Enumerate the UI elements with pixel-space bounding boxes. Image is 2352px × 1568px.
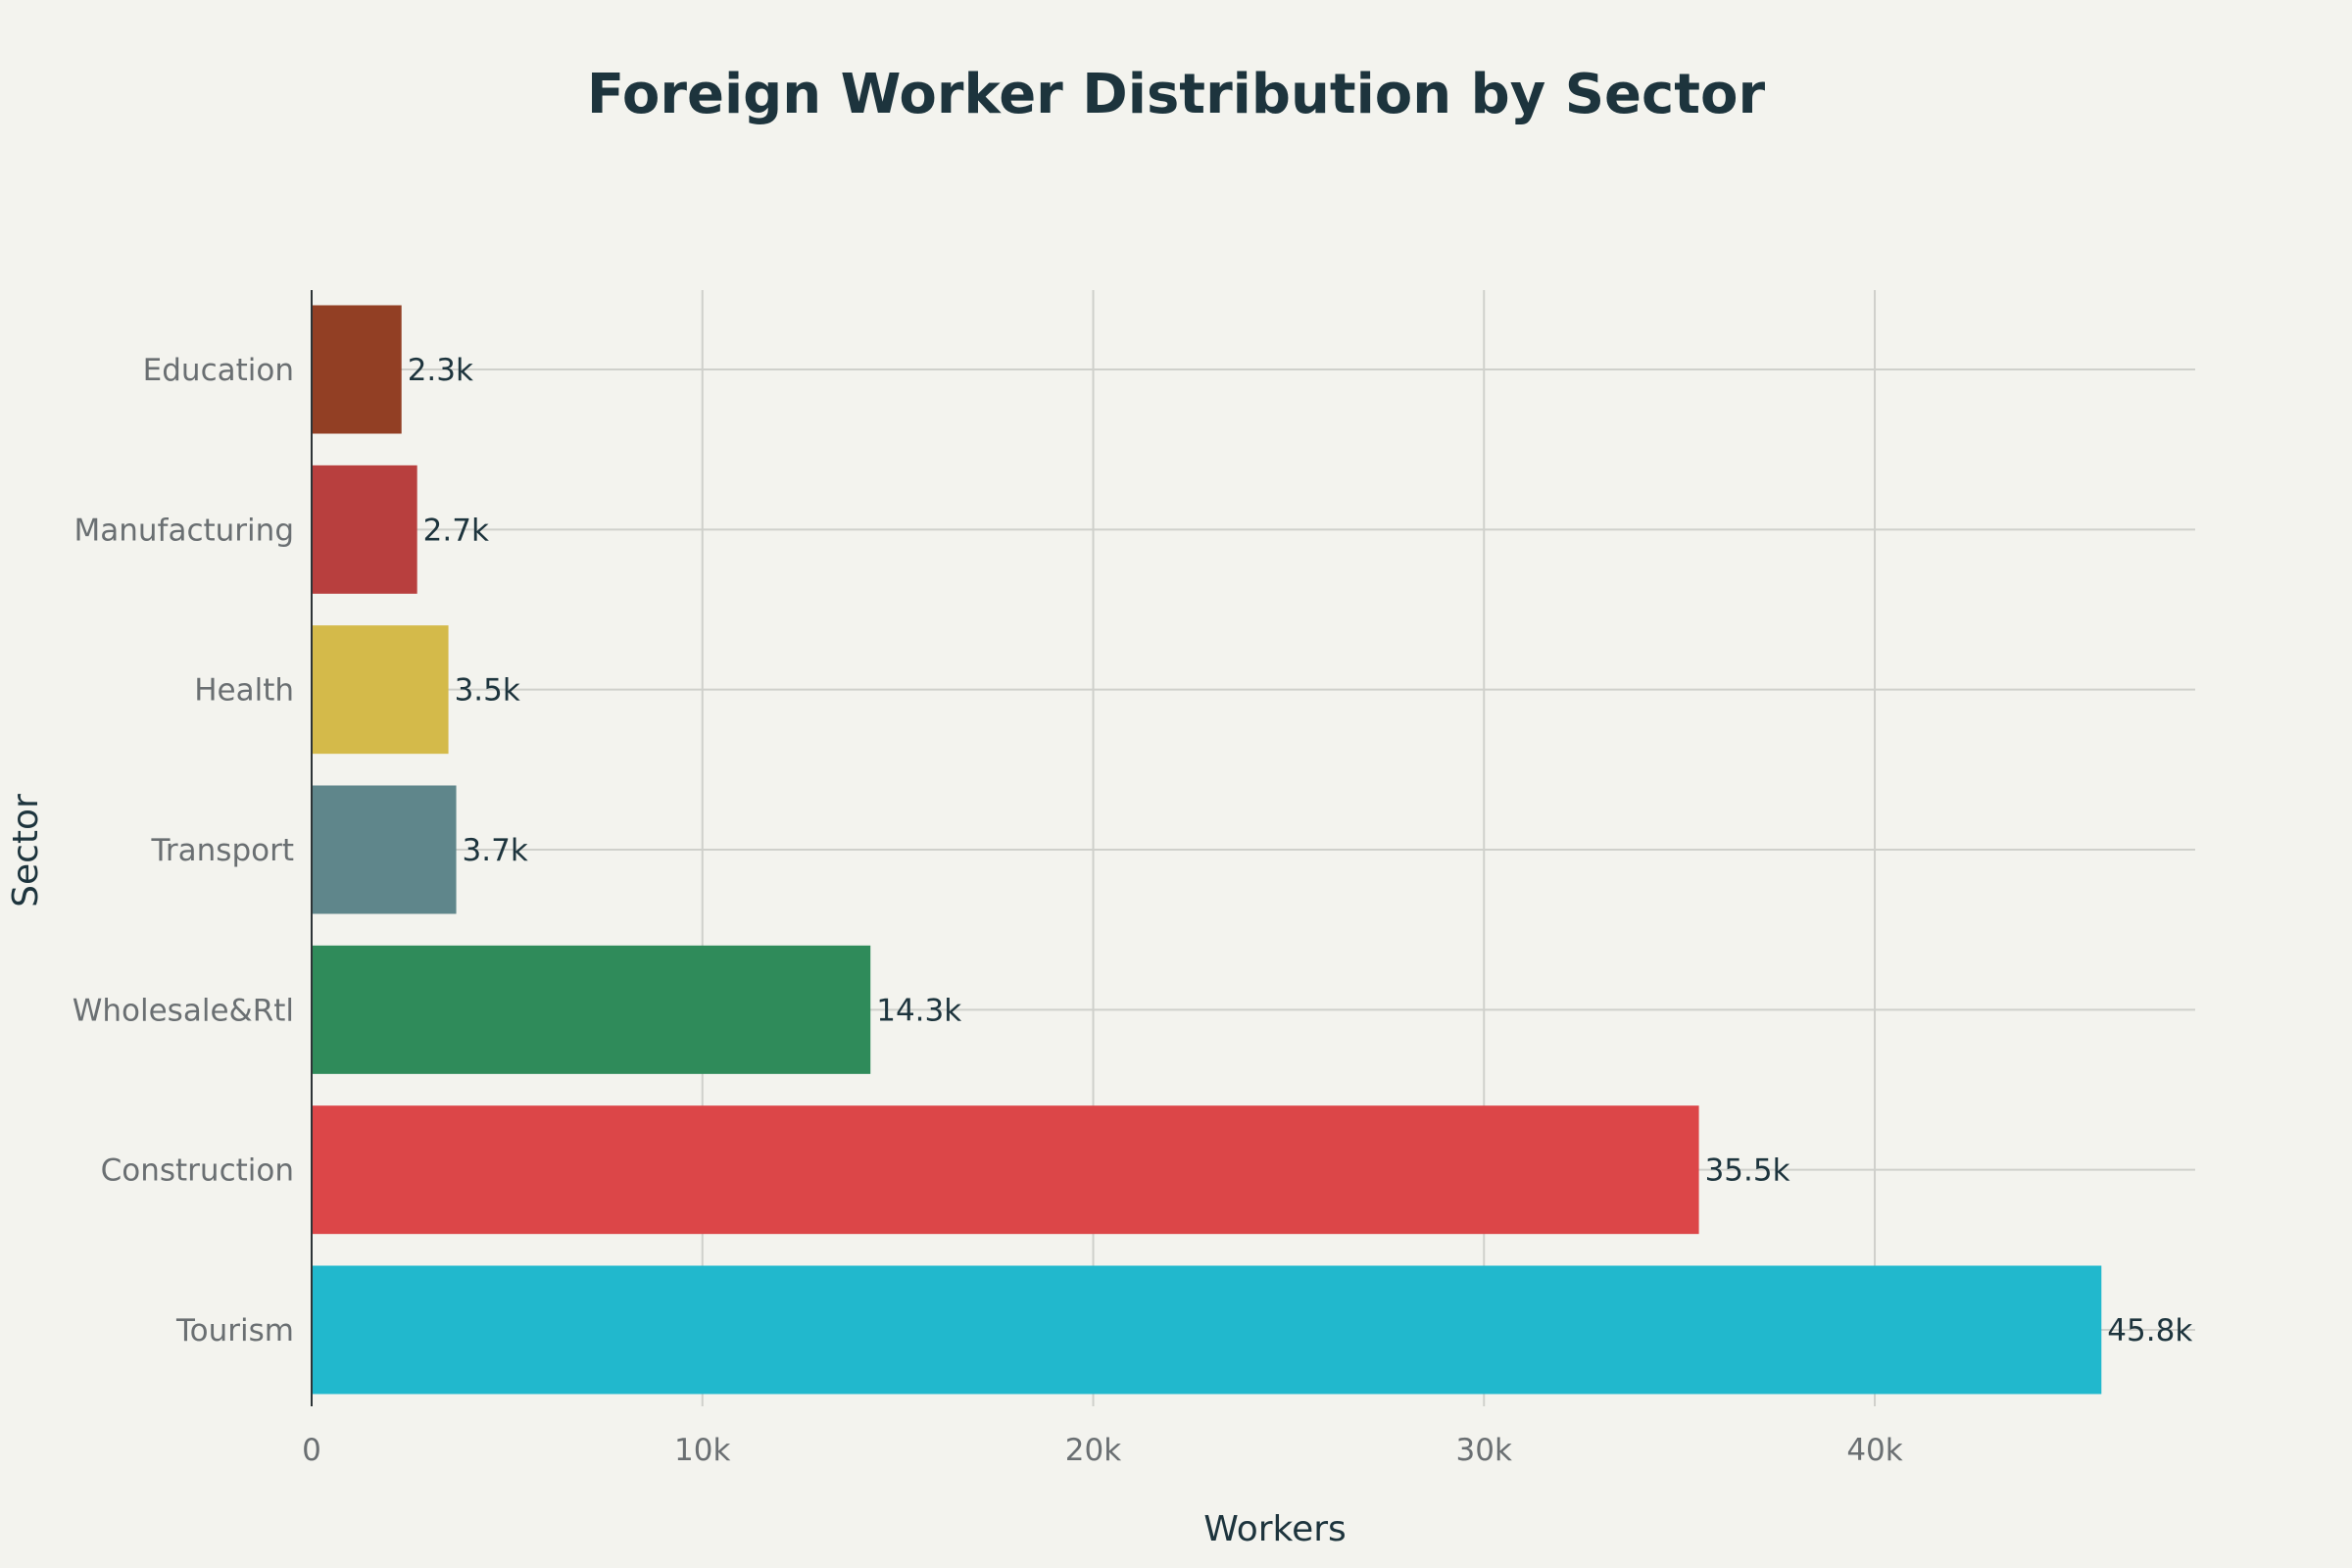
bar-value-label: 35.5k	[1705, 1153, 1790, 1189]
y-category-label: Construction	[101, 1153, 294, 1189]
bar-value-label: 2.3k	[408, 353, 473, 388]
bar-value-label: 45.8k	[2107, 1313, 2192, 1348]
grid-layer	[312, 290, 2195, 1406]
bar-education	[312, 305, 402, 434]
label-layer: Tourism 45.8k Construction 35.5k Wholesale&R…	[73, 353, 2193, 1348]
x-tick-label: 10k	[674, 1433, 730, 1468]
bar-value-label: 3.5k	[455, 673, 520, 709]
y-category-label: Transport	[151, 833, 294, 868]
axis-layer: 0 10k 20k 30k 40k	[302, 290, 1903, 1468]
y-category-label: Health	[194, 673, 294, 709]
bar-layer	[312, 305, 2102, 1395]
x-axis-title: Workers	[1203, 1509, 1347, 1549]
bar-construction	[312, 1105, 1699, 1235]
x-tick-label: 40k	[1846, 1433, 1902, 1468]
bar-value-label: 2.7k	[423, 513, 489, 548]
bar-wholesale-rtl	[312, 945, 871, 1074]
y-category-label: Education	[143, 353, 294, 388]
bar-value-label: 14.3k	[876, 993, 961, 1028]
bar-manufacturing	[312, 465, 417, 594]
bar-transport	[312, 785, 457, 914]
chart-title: Foreign Worker Distribution by Sector	[587, 63, 1766, 126]
bar-value-label: 3.7k	[463, 833, 528, 868]
y-category-label: Tourism	[175, 1313, 294, 1348]
x-tick-label: 30k	[1456, 1433, 1512, 1468]
y-category-label: Wholesale&Rtl	[73, 993, 294, 1028]
x-tick-label: 0	[302, 1433, 321, 1468]
bar-health	[312, 625, 449, 755]
bar-tourism	[312, 1265, 2102, 1395]
x-tick-label: 20k	[1065, 1433, 1121, 1468]
y-category-label: Manufacturing	[74, 513, 294, 548]
y-axis-title: Sector	[6, 794, 46, 907]
